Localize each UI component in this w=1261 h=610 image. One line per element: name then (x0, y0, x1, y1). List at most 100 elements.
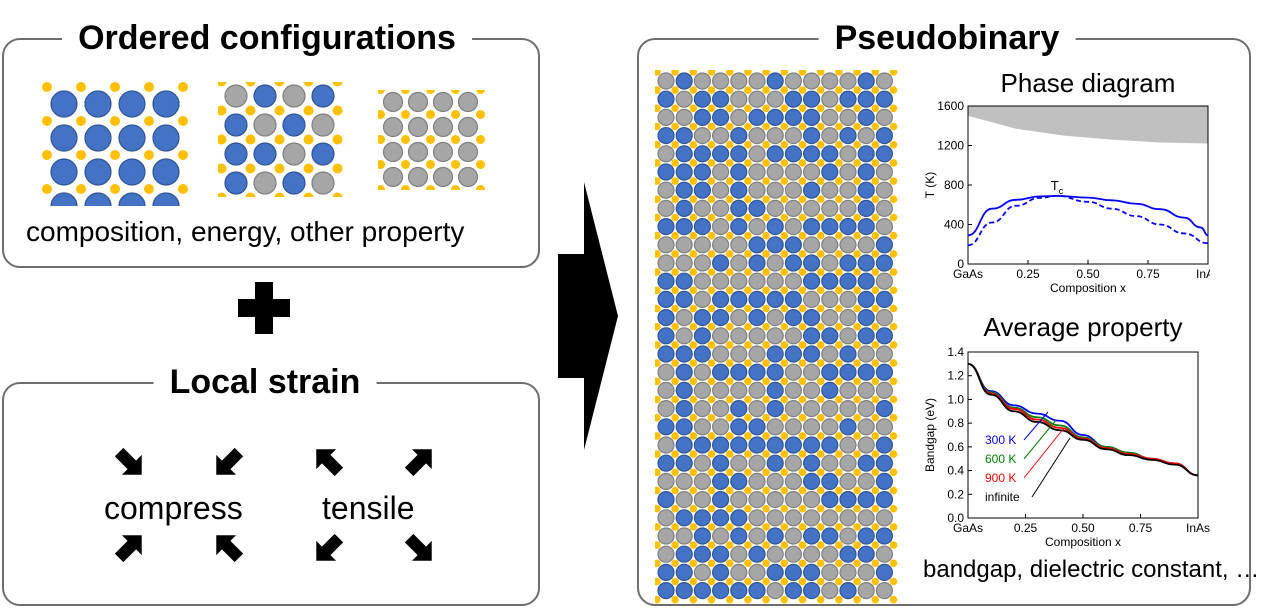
small-atom (780, 213, 789, 222)
small-atom (689, 341, 698, 349)
y-tick-label: 400 (944, 218, 964, 232)
small-atom (798, 304, 807, 313)
gray-atom (821, 345, 839, 363)
legend-label: 300 K (985, 433, 1016, 447)
y-tick-label: 1200 (937, 139, 964, 153)
small-atom (476, 110, 485, 119)
gray-atom (748, 491, 766, 509)
small-atom (835, 177, 843, 185)
blue-atom (803, 181, 821, 199)
small-atom (798, 286, 807, 295)
blue-atom (857, 363, 875, 381)
small-atom (110, 150, 120, 160)
small-atom (426, 135, 435, 144)
small-atom (725, 504, 734, 513)
small-atom (274, 105, 285, 116)
small-atom (871, 395, 880, 404)
small-atom (689, 559, 698, 568)
gray-atom (784, 509, 802, 527)
blue-atom (693, 145, 712, 163)
gray-atom (657, 72, 675, 90)
small-atom (218, 82, 227, 87)
blue-atom (803, 345, 821, 363)
small-atom (816, 577, 825, 586)
small-atom (871, 286, 880, 295)
small-atom (853, 413, 861, 422)
small-atom (178, 150, 188, 160)
blue-atom (730, 418, 748, 436)
small-atom (889, 504, 898, 513)
small-atom (725, 541, 734, 549)
small-atom (451, 110, 460, 119)
gray-atom (803, 163, 821, 181)
arrow-icon (404, 533, 432, 561)
small-atom (707, 231, 716, 240)
small-atom (218, 105, 227, 116)
small-atom (798, 231, 807, 240)
blue-atom (675, 454, 693, 472)
config-grid-all-blue (42, 82, 188, 206)
gray-atom (784, 199, 802, 217)
gray-atom (730, 327, 748, 345)
small-atom (744, 432, 752, 440)
small-atom (871, 341, 880, 349)
gray-atom (784, 454, 802, 472)
small-atom (274, 192, 285, 197)
gray-atom (748, 472, 766, 490)
blue-atom (875, 145, 893, 163)
small-atom (853, 468, 861, 477)
small-atom (816, 450, 825, 458)
blue-atom (730, 581, 748, 600)
legend-label: 600 K (985, 452, 1016, 466)
small-atom (835, 577, 843, 586)
gray-atom (803, 509, 821, 527)
small-atom (689, 359, 698, 367)
blue-atom (857, 163, 875, 181)
small-atom (835, 359, 843, 367)
small-atom (871, 486, 880, 495)
small-atom (744, 70, 752, 76)
ordered-configurations-panel: Ordered configurations composition, ener… (2, 18, 540, 268)
small-atom (707, 359, 716, 367)
blue-atom (693, 581, 712, 600)
small-atom (426, 90, 435, 94)
small-atom (853, 559, 861, 568)
small-atom (780, 250, 789, 258)
gray-atom (407, 166, 429, 188)
small-atom (871, 577, 880, 586)
small-atom (744, 468, 752, 477)
small-atom (889, 70, 898, 76)
small-atom (655, 104, 661, 113)
small-atom (451, 90, 460, 94)
small-atom (689, 523, 698, 531)
small-atom (245, 163, 256, 174)
small-atom (816, 322, 825, 331)
blue-atom (875, 90, 893, 108)
y-tick-label: 0.4 (947, 464, 964, 478)
small-atom (798, 140, 807, 149)
small-atom (835, 286, 843, 295)
small-atom (707, 486, 716, 495)
small-atom (780, 140, 789, 149)
small-atom (835, 159, 843, 167)
blue-atom (730, 472, 748, 490)
small-atom (889, 122, 898, 131)
small-atom (707, 268, 716, 276)
small-atom (178, 184, 188, 194)
gray-atom (821, 400, 839, 418)
blue-atom (875, 472, 893, 490)
gray-atom (730, 108, 748, 127)
blue-atom (766, 527, 784, 545)
gray-atom (457, 166, 479, 188)
gray-atom (693, 363, 712, 381)
gray-atom (766, 199, 784, 217)
blue-atom (748, 545, 766, 563)
tensile-label: tensile (322, 490, 415, 526)
small-atom (744, 177, 752, 185)
small-atom (762, 250, 770, 258)
small-atom (707, 304, 716, 313)
blue-atom (857, 327, 875, 345)
small-atom (725, 341, 734, 349)
y-tick-label: 0.8 (947, 416, 964, 430)
small-atom (689, 268, 698, 276)
